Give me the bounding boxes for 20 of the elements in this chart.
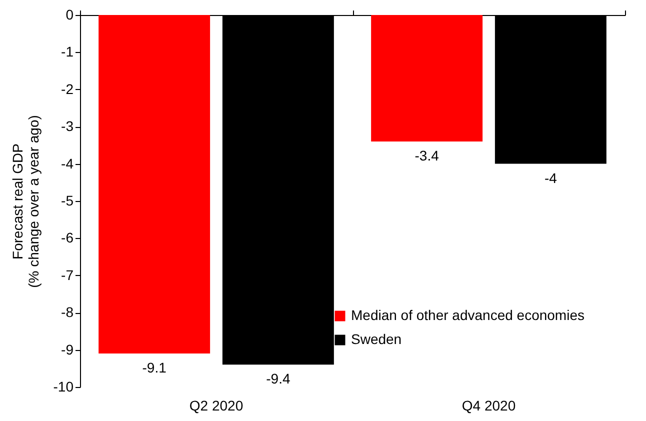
y-tick-label: -5 xyxy=(61,192,74,208)
y-tick-label: -7 xyxy=(61,266,74,283)
y-tick-label: -3 xyxy=(61,118,74,134)
x-tick-label: Q2 2020 xyxy=(189,398,244,414)
y-tick-label: -8 xyxy=(61,304,74,320)
y-tick-label: -6 xyxy=(61,230,74,246)
data-label: -3.4 xyxy=(414,147,440,164)
legend-label: Median of other advanced economies xyxy=(351,307,584,323)
data-label: -4 xyxy=(544,170,558,186)
y-tick-label: 0 xyxy=(66,6,74,22)
y-tick-label: -2 xyxy=(61,80,74,97)
x-tick-label: Q4 2020 xyxy=(462,398,516,414)
y-tick-label: -1 xyxy=(61,44,74,60)
y-axis-title: Forecast real GDP (% change over a year ago) xyxy=(9,115,42,288)
y-tick-label: -4 xyxy=(61,155,74,172)
y-tick-label: -9 xyxy=(61,341,74,358)
legend-label: Sweden xyxy=(351,331,402,347)
y-tick-label: -10 xyxy=(53,378,74,394)
data-label: -9.4 xyxy=(266,370,290,387)
data-label: -9.1 xyxy=(142,360,167,376)
